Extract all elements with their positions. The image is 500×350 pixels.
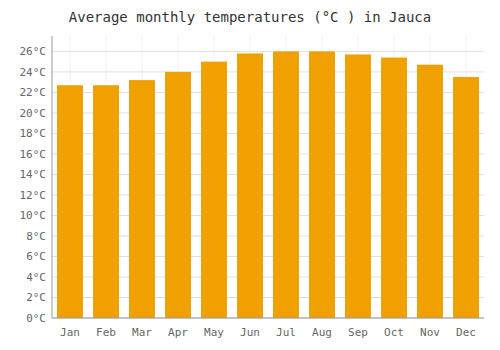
bar xyxy=(129,80,155,318)
bar xyxy=(453,77,479,318)
tick-label: 0°C xyxy=(26,312,46,325)
tick-label: 20°C xyxy=(20,107,47,120)
bar xyxy=(345,54,371,318)
tick-label: Feb xyxy=(96,326,116,339)
bar xyxy=(381,58,407,318)
chart-container: Average monthly temperatures (°C ) in Ja… xyxy=(0,0,500,350)
tick-label: 22°C xyxy=(20,86,47,99)
chart: Average monthly temperatures (°C ) in Ja… xyxy=(0,0,500,350)
tick-label: 24°C xyxy=(20,66,47,79)
tick-label: Mar xyxy=(132,326,152,339)
tick-label: Dec xyxy=(456,326,476,339)
tick-label: 6°C xyxy=(26,250,46,263)
bar xyxy=(309,51,335,318)
tick-label: May xyxy=(204,326,224,339)
bar xyxy=(237,53,263,318)
grid xyxy=(52,36,484,318)
tick-label: Jun xyxy=(240,326,260,339)
tick-label: 18°C xyxy=(20,127,47,140)
title: Average monthly temperatures (°C ) in Ja… xyxy=(69,9,431,25)
x-axis-line xyxy=(52,318,484,319)
tick-label: Sep xyxy=(348,326,368,339)
bar xyxy=(273,51,299,318)
tick-label: Jan xyxy=(60,326,80,339)
tick-label: 16°C xyxy=(20,148,47,161)
tick-label: Aug xyxy=(312,326,332,339)
tick-label: 12°C xyxy=(20,189,47,202)
bar xyxy=(417,65,443,318)
bar xyxy=(57,85,83,318)
grid-line xyxy=(52,51,484,52)
tick-label: 14°C xyxy=(20,168,47,181)
bar xyxy=(93,85,119,318)
tick-label: Apr xyxy=(168,326,188,339)
tick-label: 10°C xyxy=(20,209,47,222)
bars xyxy=(57,51,479,318)
bar xyxy=(165,72,191,318)
tick-label: 8°C xyxy=(26,230,46,243)
bar xyxy=(201,62,227,318)
tick-label: 4°C xyxy=(26,271,46,284)
tick-label: 26°C xyxy=(20,45,47,58)
tick-label: Nov xyxy=(420,326,440,339)
y-axis-line xyxy=(52,36,53,318)
tick-label: 2°C xyxy=(26,291,46,304)
grid-line xyxy=(52,318,484,319)
tick-label: Jul xyxy=(276,326,296,339)
tick-label: Oct xyxy=(384,326,404,339)
page: {"chart_data": {"type": "bar", "title": … xyxy=(0,0,500,350)
